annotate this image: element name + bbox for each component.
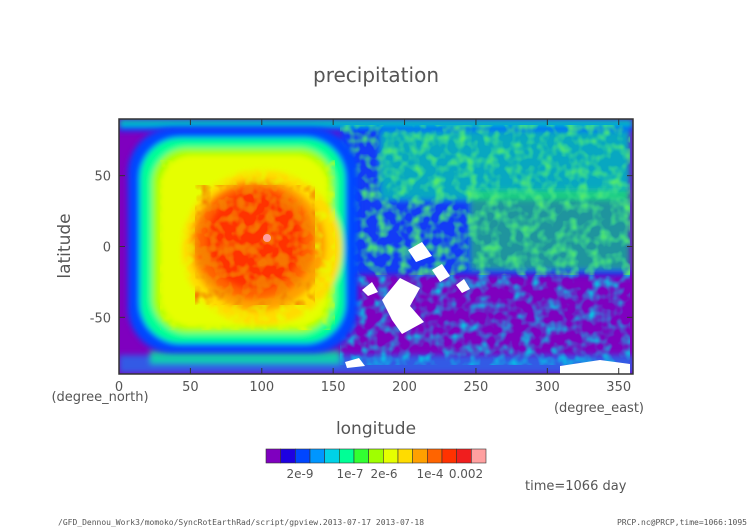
colorbar-swatch-13 [456,448,472,464]
colorbar-swatch-14 [471,448,487,464]
x-tick-label-6: 300 [535,380,560,395]
colorbar-swatch-11 [427,448,443,464]
footer-left: /GFD_Dennou_Work3/momoko/SyncRotEarthRad… [58,518,424,527]
x-axis: 0 50 100 150 200 250 300 350 [115,119,631,395]
x-tick-label-4: 200 [392,380,417,395]
time-label: time=1066 day [525,479,627,494]
y-unit: (degree_north) [51,390,148,405]
colorbar-swatch-9 [397,448,413,464]
colorbar-swatch-1 [280,448,296,464]
colorbar-label-1: 1e-7 [337,467,364,481]
colorbar-swatch-4 [324,448,340,464]
x-unit: (degree_east) [554,401,644,416]
colorbar-swatch-8 [383,448,399,464]
colorbar-label-0: 2e-9 [287,467,314,481]
y-axis-label: latitude [55,213,75,278]
x-axis-label: longitude [336,419,416,439]
x-tick-label-3: 150 [321,380,346,395]
x-tick-label-0: 0 [115,380,123,395]
colorbar-label-4: 0.002 [449,467,483,481]
colorbar-swatch-12 [441,448,457,464]
colorbar-label-3: 1e-4 [417,467,444,481]
plot-area [119,119,633,374]
y-tick-label-1: 0 [103,241,111,256]
colorbar-swatch-0 [265,448,281,464]
colorbar-swatch-2 [295,448,311,464]
x-tick-label-5: 250 [464,380,489,395]
y-tick-label-2: 50 [94,170,111,185]
x-tick-label-7: 350 [606,380,631,395]
footer-right: PRCP.nc@PRCP,time=1066:1095 [617,518,747,527]
chart-title: precipitation [313,63,439,87]
colorbar-swatch-5 [339,448,355,464]
colorbar-swatch-3 [309,448,325,464]
y-tick-label-0: -50 [90,311,111,326]
y-axis: -50 0 50 [90,170,633,326]
colorbar-swatch-7 [368,448,384,464]
colorbar: 2e-9 1e-7 2e-6 1e-4 0.002 [265,448,487,481]
colorbar-swatch-10 [412,448,428,464]
x-tick-label-1: 50 [182,380,199,395]
colorbar-swatch-6 [353,448,369,464]
colorbar-label-2: 2e-6 [371,467,398,481]
x-tick-label-2: 100 [249,380,274,395]
